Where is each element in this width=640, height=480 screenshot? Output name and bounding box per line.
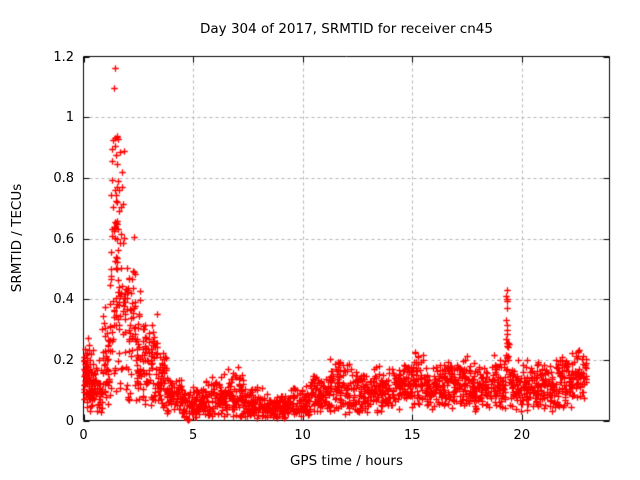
- chart-title: Day 304 of 2017, SRMTID for receiver cn4…: [200, 21, 493, 37]
- x-axis-label: GPS time / hours: [289, 453, 404, 469]
- x-tick-label: 10: [294, 428, 311, 443]
- y-tick-label: 0.2: [53, 352, 74, 368]
- y-tick-label: 1: [65, 110, 74, 126]
- x-tick-label: 5: [188, 428, 198, 443]
- x-tick-label: 15: [403, 428, 421, 443]
- x-tick-label: 0: [79, 428, 88, 443]
- y-tick-label: 0.6: [53, 231, 74, 247]
- y-tick-label: 0.8: [53, 170, 74, 186]
- y-tick-label: 0.4: [53, 292, 74, 308]
- y-tick-label: 1.2: [53, 49, 74, 65]
- x-tick-label: 20: [513, 428, 531, 443]
- y-tick-label: 0: [65, 413, 74, 429]
